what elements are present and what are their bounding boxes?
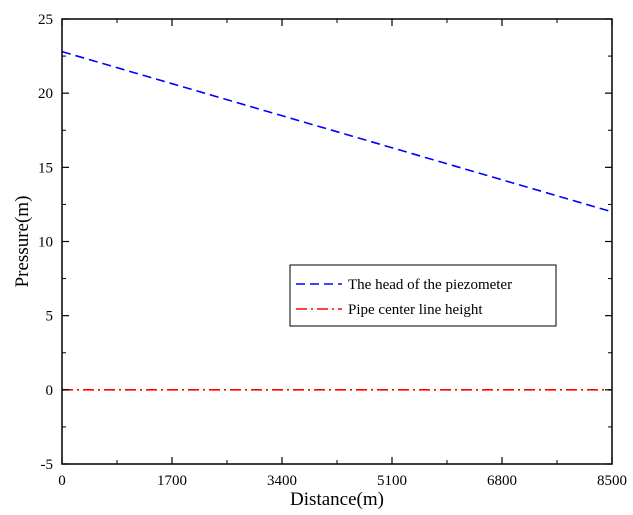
y-axis-title: Pressure(m) [12, 196, 33, 288]
legend-label-0: The head of the piezometer [348, 277, 512, 293]
plot-frame [61, 18, 613, 465]
series-layer [61, 50, 613, 391]
x-tick-label: 1700 [157, 473, 187, 489]
y-tick-label: 0 [46, 383, 54, 399]
x-tick-label: 8500 [597, 473, 627, 489]
legend-label-1: Pipe center line height [348, 302, 483, 318]
legend-box [289, 264, 557, 327]
x-tick-label: 6800 [487, 473, 517, 489]
x-tick-label: 0 [58, 473, 66, 489]
y-tick-label: 20 [38, 86, 53, 102]
y-tick-label: 15 [38, 160, 53, 176]
y-tick-label: 10 [38, 235, 53, 251]
legend: The head of the piezometer Pipe center li… [289, 264, 557, 327]
y-tick-label: 25 [38, 12, 53, 28]
y-tick-label: -5 [41, 457, 54, 473]
x-tick-label: 3400 [267, 473, 297, 489]
y-tick-label: 5 [46, 309, 54, 325]
series-line-0 [61, 50, 613, 213]
x-axis-title: Distance(m) [290, 489, 384, 510]
x-tick-label: 5100 [377, 473, 407, 489]
tick-marks [61, 18, 613, 465]
